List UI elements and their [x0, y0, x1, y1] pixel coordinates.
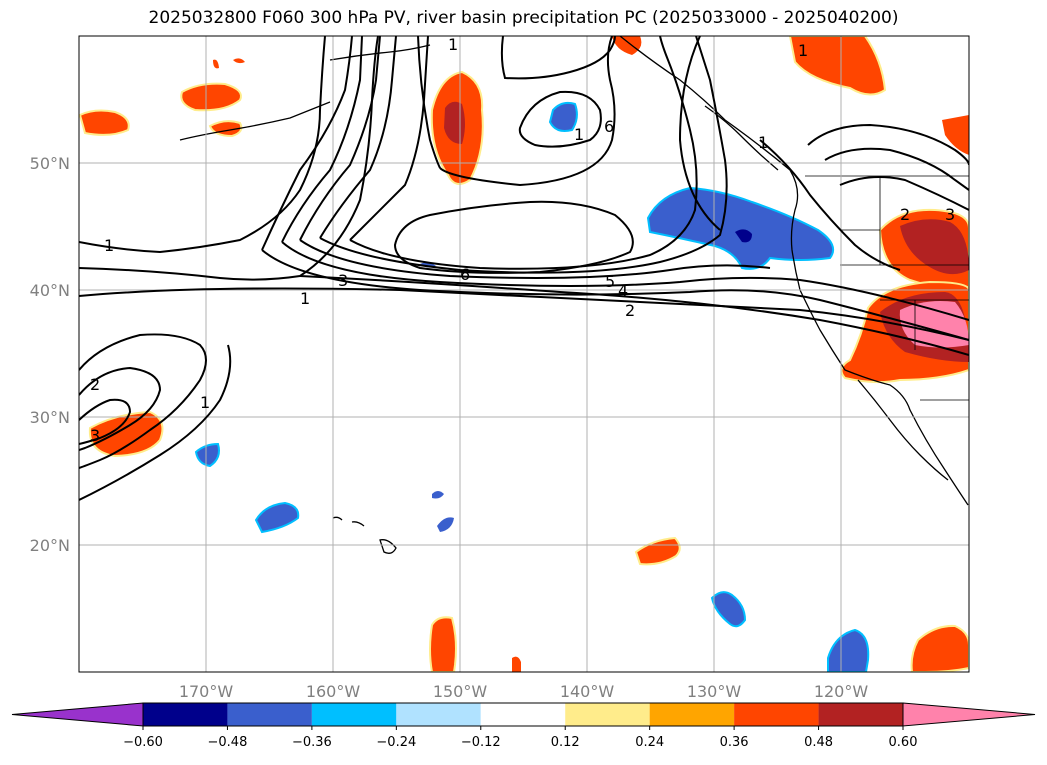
contour-label: 6	[604, 117, 614, 136]
lon-label: 140°W	[560, 682, 615, 701]
map-frame	[78, 35, 970, 673]
contour-label: 1	[448, 35, 458, 54]
precip-shading	[79, 36, 969, 672]
contour-label: 6	[460, 265, 470, 284]
contour-label: 1	[798, 41, 808, 60]
colorbar-tick-label: 0.24	[635, 735, 664, 750]
lat-label: 50°N	[30, 154, 70, 173]
colorbar-tick-label: −0.36	[292, 735, 332, 750]
colorbar-cell	[311, 703, 397, 726]
colorbar-cell	[143, 703, 228, 726]
colorbar-cell	[818, 703, 903, 726]
colorbar-cell	[565, 703, 650, 726]
contour-label: 2	[900, 205, 910, 224]
contour-label: 1	[200, 393, 210, 412]
lon-label: 160°W	[306, 682, 361, 701]
colorbar-tick-label: −0.48	[208, 735, 248, 750]
map-title: 2025032800 F060 300 hPa PV, river basin …	[148, 8, 899, 28]
colorbar-tick-label: −0.12	[461, 735, 501, 750]
colorbar-cell	[649, 703, 735, 726]
map-area[interactable]	[79, 36, 969, 672]
longitude-labels: 170°W 160°W 150°W 140°W 130°W 120°W	[179, 682, 869, 701]
colorbar-cells	[11, 702, 1036, 727]
contour-label: 5	[605, 272, 615, 291]
colorbar: −0.60 −0.48 −0.36 −0.24 −0.12 0.12 0.24 0.36 0.4…	[11, 702, 1036, 750]
colorbar-tick-label: 0.12	[551, 735, 580, 750]
lat-label: 40°N	[30, 281, 70, 300]
latitude-labels: 50°N 40°N 30°N 20°N	[30, 154, 70, 555]
contour-label: 4	[618, 281, 628, 300]
contour-label: 3	[338, 271, 348, 290]
colorbar-cell	[734, 703, 819, 726]
lat-label: 20°N	[30, 536, 70, 555]
colorbar-cell	[396, 703, 481, 726]
contour-label: 1	[574, 125, 584, 144]
contour-label: 3	[945, 205, 955, 224]
contour-label: 2	[625, 301, 635, 320]
colorbar-cell	[480, 703, 566, 726]
colorbar-cell	[11, 702, 144, 727]
pv-contours	[79, 36, 969, 501]
colorbar-cell	[902, 702, 1036, 727]
lon-label: 130°W	[687, 682, 742, 701]
lon-label: 120°W	[814, 682, 869, 701]
colorbar-tick-label: 0.60	[889, 735, 918, 750]
lon-label: 150°W	[433, 682, 488, 701]
colorbar-tick-label: −0.24	[376, 735, 416, 750]
contour-label: 1	[104, 236, 114, 255]
contour-label: 2	[90, 375, 100, 394]
colorbar-tick-label: −0.60	[123, 735, 163, 750]
colorbar-tick-label: 0.36	[720, 735, 749, 750]
colorbar-tick-label: 0.48	[804, 735, 833, 750]
colorbar-cell	[227, 703, 312, 726]
contour-labels: 1 1 1 1 1 1 2 2 3 3 4 5 6 6 1 2 3	[90, 35, 955, 445]
contour-label: 1	[758, 133, 768, 152]
colorbar-labels: −0.60 −0.48 −0.36 −0.24 −0.12 0.12 0.24 0.36 0.4…	[123, 726, 917, 750]
contour-label: 1	[300, 289, 310, 308]
lon-label: 170°W	[179, 682, 234, 701]
contour-label: 3	[90, 426, 100, 445]
lat-label: 30°N	[30, 408, 70, 427]
colorbar-border	[142, 702, 904, 727]
